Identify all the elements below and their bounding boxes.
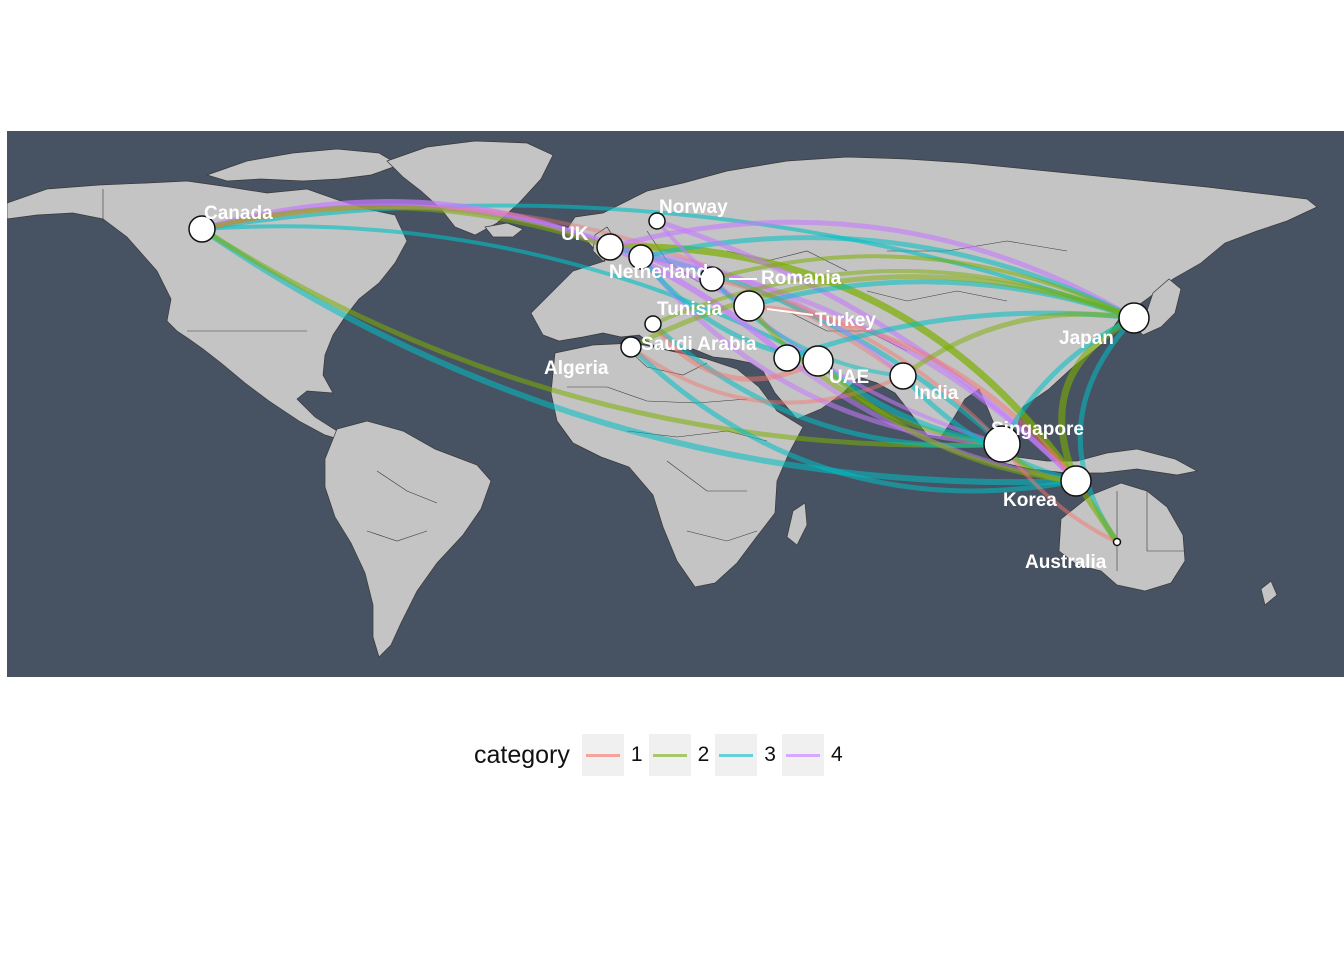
route-japan-singapore [999, 315, 1137, 447]
city-marker-singapore [983, 425, 1021, 463]
border-line [887, 240, 1068, 252]
legend-swatch-1 [585, 754, 620, 757]
legend-swatch-3 [719, 754, 754, 757]
city-labels: Canada UK Norway Netherlands Romania Tun… [204, 197, 1114, 573]
city-markers [188, 212, 1150, 547]
border-line [376, 470, 438, 504]
country-borders [102, 189, 1185, 571]
city-marker-romania [699, 266, 725, 292]
land-canadian-arctic [205, 148, 400, 182]
city-marker-turkey [733, 290, 765, 322]
city-marker-saudi [620, 336, 642, 358]
city-marker-canada [188, 215, 216, 243]
legend-title: category [474, 740, 570, 769]
world-map: Canada UK Norway Netherlands Romania Tun… [7, 131, 1344, 677]
city-marker-uae [802, 345, 834, 377]
border-line [666, 460, 747, 492]
legend-key-1 [581, 734, 624, 776]
route-norway-korea [654, 218, 1079, 484]
route-tunisia-uae [650, 321, 821, 382]
route-saudi-japan [628, 274, 1137, 350]
legend-label-3: 3 [764, 743, 776, 766]
label-netherlands: Netherlands [609, 262, 719, 283]
legend: category 1 2 3 4 [474, 734, 849, 776]
route-canada-singapore [199, 226, 1005, 448]
legend-item-2: 2 [648, 734, 710, 776]
border-line [366, 530, 428, 542]
route-romania-japan [710, 254, 1136, 320]
city-marker-norway [648, 212, 666, 230]
label-uae: UAE [829, 367, 869, 388]
border-line [1146, 491, 1185, 552]
legend-key-4 [781, 734, 824, 776]
label-saudi-arabia: Saudi Arabia [641, 334, 757, 355]
label-norway: Norway [659, 197, 728, 218]
city-marker-korea [1060, 465, 1092, 497]
label-tunisia: Tunisia [657, 299, 723, 320]
route-saudi-india [629, 345, 905, 405]
city-marker-japan [1118, 302, 1150, 334]
route-canada-uk [199, 204, 613, 250]
route-india-japan [900, 311, 1137, 379]
route-canada-korea [199, 226, 1079, 486]
label-canada: Canada [204, 203, 273, 224]
land-south-america [324, 420, 492, 658]
city-marker-arabia [773, 344, 801, 372]
land-north-america [7, 180, 408, 444]
city-marker-uk [596, 233, 624, 261]
city-marker-australia [1112, 537, 1122, 547]
land-iceland [484, 222, 524, 238]
legend-item-1: 1 [581, 734, 643, 776]
route-india-korea [900, 373, 1079, 484]
route-saudi-korea [628, 344, 1079, 494]
route-tunisia-singapore [650, 321, 1005, 449]
city-marker-tunisia [644, 315, 662, 333]
label-uk: UK [561, 224, 589, 245]
legend-item-4: 4 [781, 734, 843, 776]
legend-item-3: 3 [715, 734, 776, 776]
land-new-zealand [1260, 580, 1278, 606]
city-marker-netherlands [628, 244, 654, 270]
label-japan: Japan [1059, 328, 1114, 349]
label-turkey: Turkey [815, 310, 876, 331]
leader-line-turkey [766, 308, 814, 316]
legend-swatch-4 [785, 754, 820, 757]
label-leader-lines [729, 278, 814, 316]
border-line [567, 386, 748, 404]
legend-key-2 [648, 734, 691, 776]
land-australia [1058, 482, 1186, 592]
city-marker-india [889, 362, 917, 390]
label-india: India [914, 383, 959, 404]
legend-label-2: 2 [697, 743, 710, 766]
label-australia: Australia [1025, 552, 1107, 573]
label-romania: Romania [761, 268, 842, 289]
legend-swatch-2 [652, 754, 687, 757]
route-romania-india [710, 277, 905, 378]
map-panel: Canada UK Norway Netherlands Romania Tun… [7, 131, 1344, 677]
label-korea: Korea [1003, 490, 1057, 511]
legend-key-3 [715, 734, 758, 776]
label-algeria: Algeria [544, 358, 609, 379]
border-line [686, 530, 758, 542]
border-line [866, 290, 1008, 302]
label-singapore: Singapore [991, 419, 1084, 440]
route-canada-japan [200, 203, 1136, 320]
routes [199, 199, 1138, 545]
land-madagascar [786, 502, 808, 546]
legend-label-1: 1 [630, 743, 643, 766]
legend-label-4: 4 [830, 743, 843, 766]
land-africa [550, 342, 804, 588]
